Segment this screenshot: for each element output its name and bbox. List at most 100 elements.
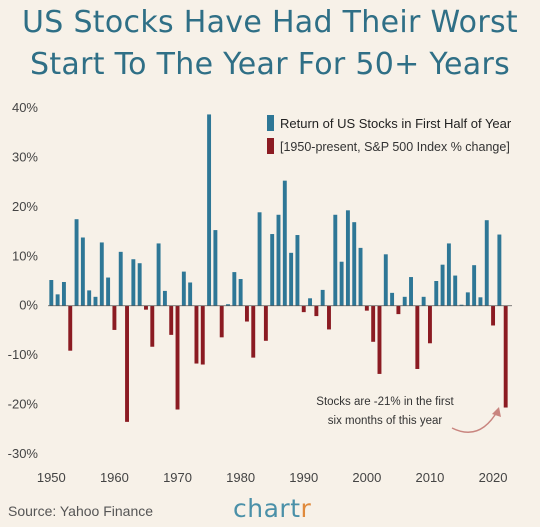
bar [61, 281, 66, 306]
bar [150, 305, 155, 347]
brand-logo: chartr [233, 494, 311, 523]
bar [55, 294, 60, 306]
bar [320, 289, 325, 306]
bar [257, 212, 262, 306]
x-tick-label: 1970 [163, 470, 192, 485]
bar [491, 305, 496, 326]
bar [194, 305, 199, 364]
bar [339, 261, 344, 306]
x-tick-label: 1950 [37, 470, 66, 485]
bar [263, 305, 268, 341]
bar [131, 259, 136, 306]
bar [74, 219, 79, 306]
bar [169, 305, 174, 335]
bar [125, 305, 129, 422]
y-tick-label: 10% [12, 248, 38, 263]
bar [352, 222, 357, 306]
x-tick-label: 2010 [415, 470, 444, 485]
x-tick-label: 2020 [479, 470, 508, 485]
bar [402, 296, 407, 306]
bar [440, 264, 445, 306]
bar [226, 304, 230, 306]
bar [345, 210, 350, 306]
chart-title-line-2: Start To The Year For 50+ Years [29, 47, 511, 82]
bar [503, 305, 508, 408]
x-tick-label: 1980 [226, 470, 255, 485]
annotation-line-2: six months of this year [328, 415, 443, 427]
bar [383, 254, 388, 306]
bar [459, 304, 464, 306]
bar [333, 214, 338, 306]
y-tick-label: 20% [12, 199, 38, 214]
bar [358, 247, 363, 306]
bar [364, 305, 369, 311]
bar [207, 114, 212, 306]
bar [238, 279, 243, 306]
bar [175, 305, 180, 410]
bar [144, 305, 148, 310]
bar [446, 243, 451, 306]
bar [434, 281, 439, 306]
annotation-line-1: Stocks are -21% in the first [316, 396, 454, 408]
bar [428, 305, 432, 344]
bar [415, 305, 420, 369]
annotation-arrow [451, 409, 499, 433]
bar [80, 237, 85, 306]
bar [371, 305, 376, 342]
source-note: Source: Yahoo Finance [8, 503, 154, 519]
bar [188, 282, 193, 306]
x-tick-label: 1990 [289, 470, 318, 485]
bar [106, 277, 111, 306]
bar [49, 280, 54, 306]
chart-title: US Stocks Have Had Their Worst Start To … [0, 2, 540, 86]
bar [327, 305, 331, 330]
bar [181, 271, 186, 306]
bar [68, 305, 73, 351]
annotation: Stocks are -21% in the first six months … [316, 396, 501, 433]
legend-swatch-negative [267, 138, 274, 154]
y-tick-label: -10% [8, 347, 39, 362]
bar [453, 275, 458, 306]
bar [478, 297, 483, 306]
bar [162, 290, 167, 306]
bar [409, 277, 413, 306]
x-axis: 1950 1960 1970 1980 1990 2000 2010 2020 [37, 470, 508, 485]
y-tick-label: 30% [12, 149, 38, 164]
bar [497, 234, 502, 306]
bar [87, 290, 92, 306]
bar [314, 305, 319, 317]
bar [112, 305, 117, 330]
bar [213, 230, 218, 306]
bar [484, 220, 489, 306]
bar [421, 296, 426, 306]
bar [251, 305, 256, 358]
bar [396, 305, 401, 315]
brand-logo-accent: r [300, 494, 312, 523]
bar-series [49, 114, 508, 422]
x-tick-label: 1960 [100, 470, 129, 485]
bar [276, 214, 281, 306]
legend: Return of US Stocks in First Half of Yea… [267, 115, 512, 154]
bar [289, 252, 294, 306]
bar [232, 272, 237, 306]
bar [465, 292, 470, 306]
bar [472, 265, 477, 306]
bar [156, 243, 161, 306]
bar [295, 235, 300, 306]
bar [390, 292, 395, 306]
bar [93, 296, 98, 306]
annotation-arrow-head [492, 407, 501, 417]
legend-subtitle: [1950-present, S&P 500 Index % change] [280, 140, 510, 154]
bar [377, 305, 382, 374]
bar [270, 234, 275, 306]
y-tick-label: -30% [8, 446, 39, 461]
bar [301, 305, 306, 313]
y-tick-label: 0% [19, 298, 38, 313]
bar [200, 305, 205, 365]
bar [219, 305, 224, 338]
brand-logo-main: chart [233, 494, 301, 523]
chart-title-line-1: US Stocks Have Had Their Worst [22, 5, 518, 40]
bar [137, 263, 142, 306]
